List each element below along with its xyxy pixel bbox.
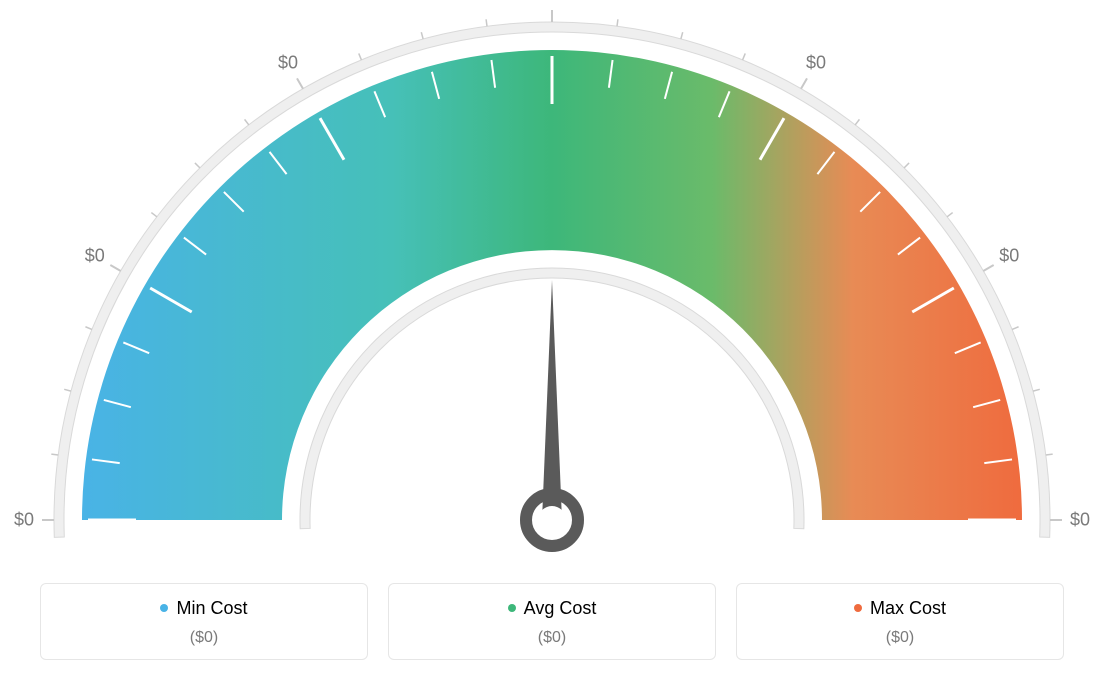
- legend-value-avg: ($0): [389, 629, 715, 647]
- gauge-tick-label: $0: [999, 246, 1019, 267]
- legend-card-max: Max Cost ($0): [736, 583, 1064, 660]
- legend-dot-avg: [508, 604, 516, 612]
- legend-text-min: Min Cost: [176, 598, 247, 619]
- gauge-tick-label: $0: [14, 510, 34, 531]
- legend-value-min: ($0): [41, 629, 367, 647]
- legend-card-avg: Avg Cost ($0): [388, 583, 716, 660]
- legend-label-max: Max Cost: [854, 598, 946, 619]
- legend-row: Min Cost ($0) Avg Cost ($0) Max Cost ($0…: [40, 583, 1064, 660]
- cost-gauge-chart: $0 $0 $0 $0 $0 $0 $0 Min Cost ($0) Avg Cost ($…: [0, 0, 1104, 690]
- legend-text-max: Max Cost: [870, 598, 946, 619]
- gauge-tick-label: $0: [85, 246, 105, 267]
- gauge-tick-label: $0: [278, 52, 298, 73]
- legend-dot-min: [160, 604, 168, 612]
- gauge-svg: [0, 0, 1104, 560]
- gauge-tick-label: $0: [542, 0, 562, 3]
- legend-label-avg: Avg Cost: [508, 598, 597, 619]
- legend-text-avg: Avg Cost: [524, 598, 597, 619]
- gauge-tick-label: $0: [1070, 510, 1090, 531]
- gauge-tick-label: $0: [806, 52, 826, 73]
- legend-card-min: Min Cost ($0): [40, 583, 368, 660]
- legend-label-min: Min Cost: [160, 598, 247, 619]
- legend-value-max: ($0): [737, 629, 1063, 647]
- legend-dot-max: [854, 604, 862, 612]
- gauge-area: $0 $0 $0 $0 $0 $0 $0: [0, 0, 1104, 560]
